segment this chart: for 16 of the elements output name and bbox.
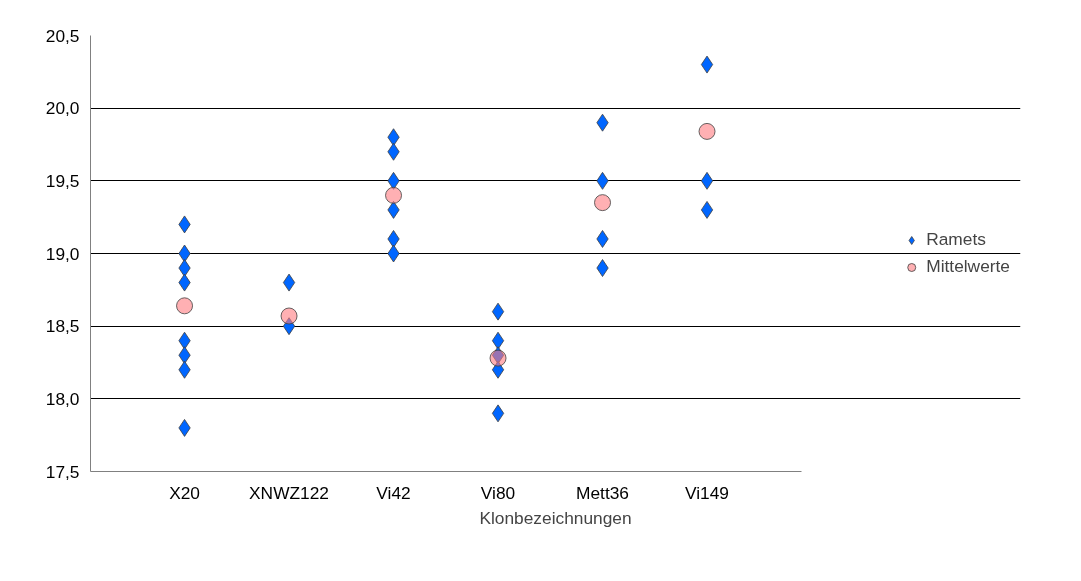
y-tick-label: 17,5: [45, 461, 80, 482]
y-tick-label: 18,5: [45, 316, 80, 337]
x-tick-label: Vi42: [376, 482, 411, 503]
x-tick-label: XNWZ122: [249, 482, 330, 503]
y-tick-label: 19,0: [45, 243, 80, 264]
legend-label: Ramets: [926, 229, 986, 250]
x-tick-label: Vi80: [480, 482, 516, 503]
x-tick-label: X20: [169, 482, 200, 503]
x-tick-label: Vi149: [685, 482, 730, 503]
legend-label: Mittelwerte: [926, 256, 1010, 277]
x-axis-title: Klonbezeichnungen: [479, 507, 632, 528]
y-tick-label: 19,5: [45, 170, 80, 191]
y-tick-label: 18,0: [45, 388, 80, 409]
x-tick-label: Mett36: [576, 482, 630, 503]
y-tick-label: 20,0: [45, 98, 80, 119]
y-tick-label: 20,5: [45, 25, 80, 46]
